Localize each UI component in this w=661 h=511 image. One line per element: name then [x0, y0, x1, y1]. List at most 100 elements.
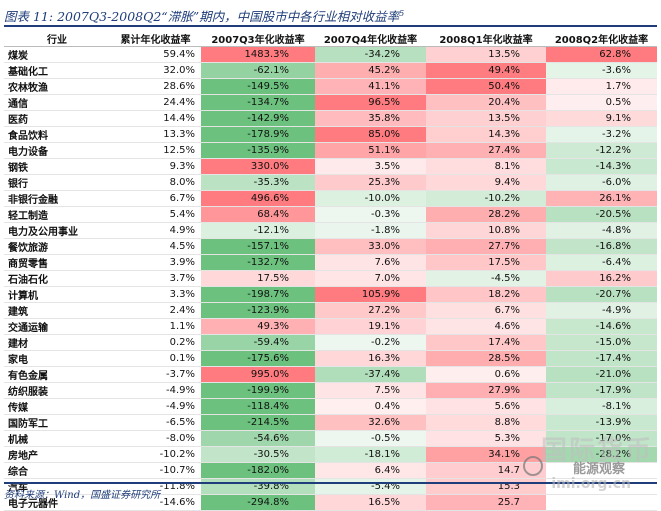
- industry-name: 建材: [4, 334, 110, 351]
- industry-name: 电力及公用事业: [4, 222, 110, 239]
- quarter-return-cell: 10.8%: [426, 222, 546, 239]
- industry-name: 纺织服装: [4, 382, 110, 399]
- table-body: 煤炭 59.4% 1483.3% -34.2% 13.5% 62.8% 基础化工 32.0% -…: [4, 46, 657, 511]
- cumulative-return-cell: 3.7%: [110, 270, 201, 287]
- quarter-return-cell: 28.5%: [426, 350, 546, 367]
- quarter-return-cell: 27.4%: [426, 142, 546, 159]
- cumulative-return-cell: 6.7%: [110, 190, 201, 207]
- industry-name: 家电: [4, 350, 110, 367]
- table-row: 煤炭 59.4% 1483.3% -34.2% 13.5% 62.8%: [4, 46, 657, 63]
- cumulative-return-cell: 24.4%: [110, 94, 201, 111]
- cumulative-return-cell: 59.4%: [110, 46, 201, 63]
- quarter-return-cell: 1.7%: [546, 78, 657, 95]
- quarter-return-cell: 28.2%: [426, 206, 546, 223]
- table-row: 传媒 -4.9% -118.4% 0.4% 5.6% -8.1%: [4, 398, 657, 415]
- quarter-return-cell: 50.4%: [426, 78, 546, 95]
- cumulative-return-cell: -3.7%: [110, 366, 201, 383]
- quarter-return-cell: -5.4%: [315, 478, 426, 495]
- industry-name: 基础化工: [4, 62, 110, 79]
- quarter-return-cell: 17.4%: [426, 334, 546, 351]
- quarter-return-cell: 41.1%: [315, 78, 426, 95]
- quarter-return-cell: -6.4%: [546, 254, 657, 271]
- quarter-return-cell: -10.0%: [315, 190, 426, 207]
- quarter-return-cell: -175.6%: [201, 350, 315, 367]
- quarter-return-cell: -17.9%: [546, 382, 657, 399]
- table-row: 电力设备 12.5% -135.9% 51.1% 27.4% -12.2%: [4, 142, 657, 159]
- quarter-return-cell: -198.7%: [201, 286, 315, 303]
- cumulative-return-cell: 3.3%: [110, 286, 201, 303]
- top-rule: [4, 25, 657, 27]
- table-row: 家电 0.1% -175.6% 16.3% 28.5% -17.4%: [4, 350, 657, 367]
- quarter-return-cell: -30.5%: [201, 446, 315, 463]
- quarter-return-cell: 330.0%: [201, 158, 315, 175]
- quarter-return-cell: 7.0%: [315, 270, 426, 287]
- industry-name: 餐饮旅游: [4, 238, 110, 255]
- quarter-return-cell: 8.8%: [426, 414, 546, 431]
- quarter-return-cell: -3.6%: [546, 62, 657, 79]
- cumulative-return-cell: 13.3%: [110, 126, 201, 143]
- quarter-return-cell: 995.0%: [201, 366, 315, 383]
- quarter-return-cell: -214.5%: [201, 414, 315, 431]
- quarter-return-cell: 0.6%: [426, 366, 546, 383]
- header-industry: 行业: [4, 31, 110, 47]
- cumulative-return-cell: 1.1%: [110, 318, 201, 335]
- quarter-return-cell: 5.6%: [426, 398, 546, 415]
- quarter-return-cell: -4.9%: [546, 302, 657, 319]
- cumulative-return-cell: -10.2%: [110, 446, 201, 463]
- quarter-return-cell: -39.8%: [201, 478, 315, 495]
- quarter-return-cell: -12.2%: [546, 142, 657, 159]
- table-row: 综合 -10.7% -182.0% 6.4% 14.7: [4, 462, 657, 479]
- quarter-return-cell: 16.2%: [546, 270, 657, 287]
- cumulative-return-cell: -4.9%: [110, 398, 201, 415]
- quarter-return-cell: -15.0%: [546, 334, 657, 351]
- cumulative-return-cell: -10.7%: [110, 462, 201, 479]
- quarter-return-cell: 14.7: [426, 462, 546, 479]
- table-row: 商贸零售 3.9% -132.7% 7.6% 17.5% -6.4%: [4, 254, 657, 271]
- table-row: 电力及公用事业 4.9% -12.1% -1.8% 10.8% -4.8%: [4, 222, 657, 239]
- cumulative-return-cell: 4.9%: [110, 222, 201, 239]
- quarter-return-cell: 6.7%: [426, 302, 546, 319]
- quarter-return-cell: 26.1%: [546, 190, 657, 207]
- figure-title-footnote: 5: [399, 8, 405, 18]
- industry-name: 商贸零售: [4, 254, 110, 271]
- quarter-return-cell: [546, 462, 657, 479]
- table-row: 计算机 3.3% -198.7% 105.9% 18.2% -20.7%: [4, 286, 657, 303]
- quarter-return-cell: -4.8%: [546, 222, 657, 239]
- quarter-return-cell: 6.4%: [315, 462, 426, 479]
- quarter-return-cell: -157.1%: [201, 238, 315, 255]
- quarter-return-cell: [546, 494, 657, 511]
- quarter-return-cell: 68.4%: [201, 206, 315, 223]
- table-row: 交通运输 1.1% 49.3% 19.1% 4.6% -14.6%: [4, 318, 657, 335]
- table-row: 机械 -8.0% -54.6% -0.5% 5.3% -17.0%: [4, 430, 657, 447]
- cumulative-return-cell: -8.0%: [110, 430, 201, 447]
- cumulative-return-cell: 0.2%: [110, 334, 201, 351]
- quarter-return-cell: 27.2%: [315, 302, 426, 319]
- quarter-return-cell: -20.5%: [546, 206, 657, 223]
- quarter-return-cell: -59.4%: [201, 334, 315, 351]
- quarter-return-cell: -199.9%: [201, 382, 315, 399]
- quarter-return-cell: 15.3: [426, 478, 546, 495]
- industry-name: 计算机: [4, 286, 110, 303]
- quarter-return-cell: -16.8%: [546, 238, 657, 255]
- quarter-return-cell: 7.5%: [315, 382, 426, 399]
- quarter-return-cell: -20.7%: [546, 286, 657, 303]
- header-2008q1: 2008Q1年化收益率: [426, 31, 546, 47]
- quarter-return-cell: 49.3%: [201, 318, 315, 335]
- quarter-return-cell: 14.3%: [426, 126, 546, 143]
- quarter-return-cell: -13.9%: [546, 414, 657, 431]
- quarter-return-cell: 19.1%: [315, 318, 426, 335]
- quarter-return-cell: 17.5%: [201, 270, 315, 287]
- quarter-return-cell: -17.4%: [546, 350, 657, 367]
- quarter-return-cell: 34.1%: [426, 446, 546, 463]
- quarter-return-cell: 16.3%: [315, 350, 426, 367]
- industry-name: 银行: [4, 174, 110, 191]
- industry-name: 国防军工: [4, 414, 110, 431]
- quarter-return-cell: 496.6%: [201, 190, 315, 207]
- quarter-return-cell: -182.0%: [201, 462, 315, 479]
- industry-name: 非银行金融: [4, 190, 110, 207]
- quarter-return-cell: -14.6%: [546, 318, 657, 335]
- table-row: 银行 8.0% -35.3% 25.3% 9.4% -6.0%: [4, 174, 657, 191]
- quarter-return-cell: 20.4%: [426, 94, 546, 111]
- quarter-return-cell: 7.6%: [315, 254, 426, 271]
- cumulative-return-cell: 9.3%: [110, 158, 201, 175]
